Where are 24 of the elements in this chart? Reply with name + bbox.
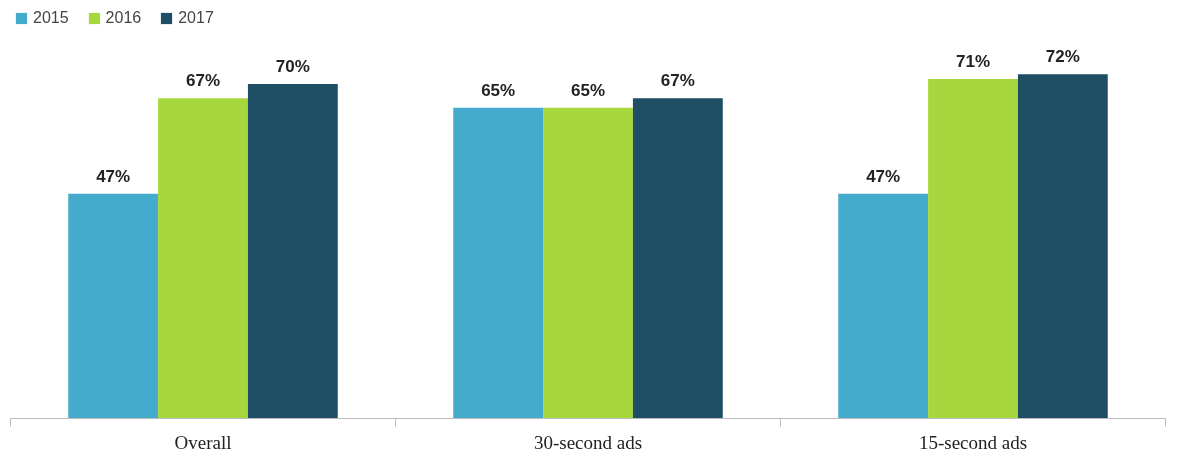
- data-label: 67%: [185, 71, 221, 91]
- bar: [543, 107, 633, 419]
- bar: [247, 83, 338, 419]
- x-tick-label: 15-second ads: [918, 431, 1028, 453]
- data-label: 71%: [955, 52, 991, 72]
- bar: [68, 193, 159, 419]
- data-label: 47%: [866, 166, 901, 186]
- bar: [1017, 74, 1108, 419]
- bar: [158, 98, 248, 419]
- x-tick-label: Overall: [174, 431, 232, 453]
- legend-label: 2016: [105, 9, 142, 27]
- data-label: 67%: [660, 71, 695, 91]
- data-label: 47%: [96, 166, 131, 186]
- data-label: 70%: [275, 56, 310, 76]
- bar: [928, 79, 1018, 419]
- data-label: 65%: [481, 80, 516, 100]
- data-label: 72%: [1045, 47, 1080, 67]
- bar: [632, 98, 723, 419]
- legend-label: 2015: [33, 9, 69, 27]
- bar: [453, 107, 544, 419]
- data-label: 65%: [570, 80, 606, 100]
- x-tick-label: 30-second ads: [533, 431, 643, 453]
- bar: [838, 193, 929, 419]
- legend-label: 2017: [178, 9, 214, 27]
